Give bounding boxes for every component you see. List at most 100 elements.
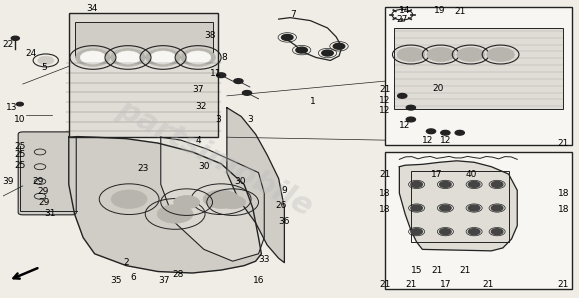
Text: 33: 33 [258, 255, 270, 264]
Text: 36: 36 [278, 217, 290, 226]
Text: partsimobile: partsimobile [113, 94, 318, 222]
Circle shape [439, 181, 451, 187]
Circle shape [439, 229, 451, 235]
Circle shape [426, 129, 435, 134]
Text: 39: 39 [3, 177, 14, 186]
Circle shape [16, 102, 23, 106]
Text: 18: 18 [379, 205, 391, 214]
Text: 14: 14 [400, 6, 411, 15]
Circle shape [468, 205, 480, 211]
Text: 3: 3 [247, 115, 253, 124]
Text: 21: 21 [454, 7, 466, 16]
Circle shape [234, 79, 243, 83]
Circle shape [203, 190, 239, 208]
Polygon shape [400, 161, 517, 251]
Circle shape [181, 49, 215, 66]
FancyBboxPatch shape [18, 132, 76, 215]
Text: 16: 16 [253, 276, 264, 285]
Text: 12: 12 [379, 96, 391, 105]
Text: 40: 40 [466, 170, 477, 179]
Circle shape [219, 195, 245, 209]
Text: 3: 3 [215, 115, 221, 124]
Text: 35: 35 [111, 276, 122, 285]
Text: 29: 29 [32, 177, 44, 186]
Text: 37: 37 [192, 86, 204, 94]
Text: 26: 26 [276, 201, 287, 209]
Text: 1: 1 [310, 97, 316, 106]
Text: 13: 13 [6, 103, 17, 112]
Text: 19: 19 [434, 6, 445, 15]
Circle shape [487, 47, 514, 62]
Text: 20: 20 [433, 84, 444, 93]
Text: 22: 22 [3, 40, 14, 49]
Bar [69, 13, 218, 137]
Bar [385, 152, 572, 289]
Circle shape [146, 49, 180, 66]
Text: 18: 18 [558, 205, 569, 214]
Circle shape [398, 94, 407, 98]
Text: 37: 37 [158, 276, 170, 285]
Text: 5: 5 [41, 63, 47, 72]
Circle shape [411, 205, 422, 211]
Circle shape [111, 190, 147, 208]
Text: 38: 38 [204, 31, 215, 40]
Text: 29: 29 [38, 198, 50, 207]
Circle shape [174, 195, 200, 209]
Circle shape [397, 47, 424, 62]
Text: 6: 6 [131, 273, 137, 282]
Text: 21: 21 [379, 170, 391, 179]
Text: 18: 18 [379, 189, 391, 198]
Text: 32: 32 [195, 102, 207, 111]
Text: 23: 23 [138, 164, 149, 173]
Polygon shape [69, 136, 261, 273]
Circle shape [185, 51, 211, 64]
Circle shape [296, 47, 307, 53]
Circle shape [281, 35, 293, 40]
Polygon shape [161, 137, 264, 261]
Text: 25: 25 [14, 161, 25, 170]
Text: 17: 17 [439, 280, 451, 289]
Circle shape [151, 51, 175, 64]
Circle shape [322, 50, 334, 56]
Circle shape [455, 131, 464, 135]
Text: 28: 28 [173, 270, 184, 279]
Text: 30: 30 [198, 162, 210, 171]
Text: 12: 12 [400, 121, 411, 130]
Circle shape [80, 51, 105, 64]
Circle shape [217, 73, 226, 77]
Text: 30: 30 [234, 177, 246, 186]
Text: 25: 25 [14, 150, 25, 159]
Text: 34: 34 [86, 4, 97, 13]
Text: 24: 24 [26, 49, 37, 58]
Text: 12: 12 [379, 106, 391, 115]
Circle shape [115, 51, 141, 64]
Text: 21: 21 [431, 266, 442, 274]
Text: 8: 8 [221, 53, 227, 62]
Text: 27: 27 [397, 15, 408, 24]
Text: 11: 11 [210, 69, 221, 78]
Circle shape [406, 105, 416, 110]
Text: 31: 31 [44, 209, 56, 218]
Circle shape [492, 205, 503, 211]
Text: 29: 29 [37, 187, 49, 196]
Text: 12: 12 [423, 136, 434, 145]
Circle shape [468, 229, 480, 235]
Text: 21: 21 [558, 280, 569, 289]
Bar [394, 28, 563, 109]
Circle shape [334, 43, 345, 49]
Text: 17: 17 [431, 170, 442, 179]
Text: 4: 4 [195, 136, 201, 145]
Text: 18: 18 [558, 189, 569, 198]
Circle shape [427, 47, 455, 62]
Text: 12: 12 [439, 136, 451, 145]
Circle shape [406, 117, 416, 122]
Circle shape [439, 205, 451, 211]
Text: 21: 21 [483, 280, 494, 289]
Text: 10: 10 [14, 115, 25, 124]
Text: 25: 25 [14, 142, 25, 150]
Text: 21: 21 [405, 280, 416, 289]
Circle shape [492, 181, 503, 187]
Circle shape [441, 131, 450, 135]
Circle shape [243, 91, 252, 95]
Text: 21: 21 [379, 280, 391, 289]
